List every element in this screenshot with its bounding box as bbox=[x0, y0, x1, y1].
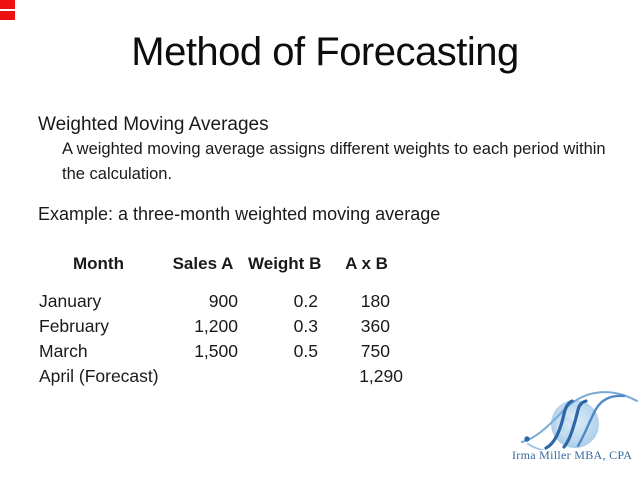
example-line: Example: a three-month weighted moving a… bbox=[38, 204, 441, 224]
column-header-month: Month bbox=[73, 254, 124, 273]
table-cell-axb-forecast: 1,290 bbox=[359, 366, 403, 386]
table-cell-axb: 180 bbox=[360, 291, 390, 311]
table-cell-axb: 750 bbox=[360, 341, 390, 361]
logo-monogram-icon bbox=[521, 391, 638, 450]
table-cell-sales: 900 bbox=[208, 291, 238, 311]
table-cell-month: February bbox=[39, 316, 110, 336]
table-cell-sales: 1,500 bbox=[194, 341, 238, 361]
table-cell-month: March bbox=[39, 341, 88, 361]
red-corner-mark-top bbox=[0, 0, 15, 9]
table-cell-weight: 0.5 bbox=[293, 341, 318, 361]
table-cell-sales: 1,200 bbox=[194, 316, 238, 336]
forecast-table: Month Sales A Weight B A x B January 900… bbox=[39, 253, 403, 390]
table-cell-axb: 360 bbox=[360, 316, 390, 336]
description-line-1: A weighted moving average assigns differ… bbox=[62, 140, 606, 158]
logo-text: Irma Miller MBA, CPA bbox=[512, 448, 633, 462]
column-header-sales: Sales A bbox=[172, 254, 234, 273]
table-cell-month: April (Forecast) bbox=[39, 366, 159, 386]
table-cell-sales bbox=[168, 365, 238, 390]
description-line-2: the calculation. bbox=[62, 165, 173, 183]
section-heading: Weighted Moving Averages bbox=[38, 114, 269, 135]
column-header-axb: A x B bbox=[345, 254, 388, 273]
table-cell-month: January bbox=[39, 291, 102, 311]
red-corner-mark-bottom bbox=[0, 11, 15, 20]
table-cell-weight bbox=[238, 365, 318, 390]
column-header-weight: Weight B bbox=[248, 254, 322, 273]
slide-title: Method of Forecasting bbox=[131, 30, 519, 74]
table-cell-weight: 0.3 bbox=[293, 316, 318, 336]
table-cell-weight: 0.2 bbox=[293, 291, 318, 311]
